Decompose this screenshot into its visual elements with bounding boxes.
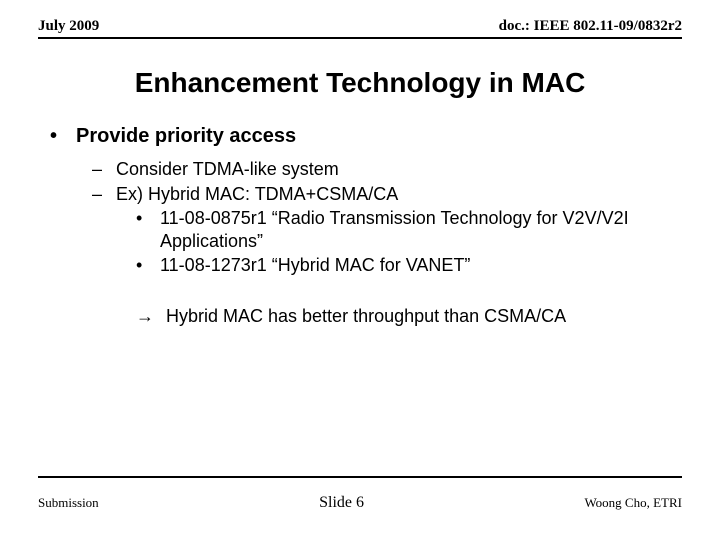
- footer-rule: [38, 476, 682, 478]
- bullet-level3: • 11-08-0875r1 “Radio Transmission Techn…: [136, 207, 670, 252]
- header: July 2009 doc.: IEEE 802.11-09/0832r2: [0, 0, 720, 37]
- bullet-level1: • Provide priority access: [50, 125, 670, 148]
- footer-right: Woong Cho, ETRI: [584, 495, 682, 511]
- slide-title: Enhancement Technology in MAC: [0, 67, 720, 99]
- bullet-dot-icon: •: [136, 254, 160, 277]
- bullet-text: 11-08-1273r1 “Hybrid MAC for VANET”: [160, 254, 470, 277]
- bullet-text: Consider TDMA-like system: [116, 158, 339, 181]
- bullet-level2: – Ex) Hybrid MAC: TDMA+CSMA/CA: [92, 183, 670, 206]
- arrow-icon: →: [136, 305, 166, 328]
- bullet-text: Provide priority access: [76, 125, 296, 148]
- bullet-text: 11-08-0875r1 “Radio Transmission Technol…: [160, 207, 640, 252]
- bullet-dot-icon: •: [50, 125, 76, 148]
- bullet-dot-icon: •: [136, 207, 160, 252]
- footer-left: Submission: [38, 495, 99, 511]
- dash-icon: –: [92, 183, 116, 206]
- bullet-level3: • 11-08-1273r1 “Hybrid MAC for VANET”: [136, 254, 670, 277]
- bullet-text: Hybrid MAC has better throughput than CS…: [166, 305, 566, 328]
- footer: Submission Slide 6 Woong Cho, ETRI: [0, 476, 720, 512]
- header-rule: [38, 37, 682, 39]
- dash-icon: –: [92, 158, 116, 181]
- content: • Provide priority access – Consider TDM…: [0, 125, 720, 327]
- header-doc: doc.: IEEE 802.11-09/0832r2: [499, 18, 682, 35]
- bullet-level2: – Consider TDMA-like system: [92, 158, 670, 181]
- footer-row: Submission Slide 6 Woong Cho, ETRI: [38, 494, 682, 512]
- bullet-arrow: → Hybrid MAC has better throughput than …: [136, 305, 670, 328]
- bullet-text: Ex) Hybrid MAC: TDMA+CSMA/CA: [116, 183, 398, 206]
- slide: July 2009 doc.: IEEE 802.11-09/0832r2 En…: [0, 0, 720, 540]
- header-date: July 2009: [38, 18, 99, 35]
- footer-center: Slide 6: [319, 494, 364, 512]
